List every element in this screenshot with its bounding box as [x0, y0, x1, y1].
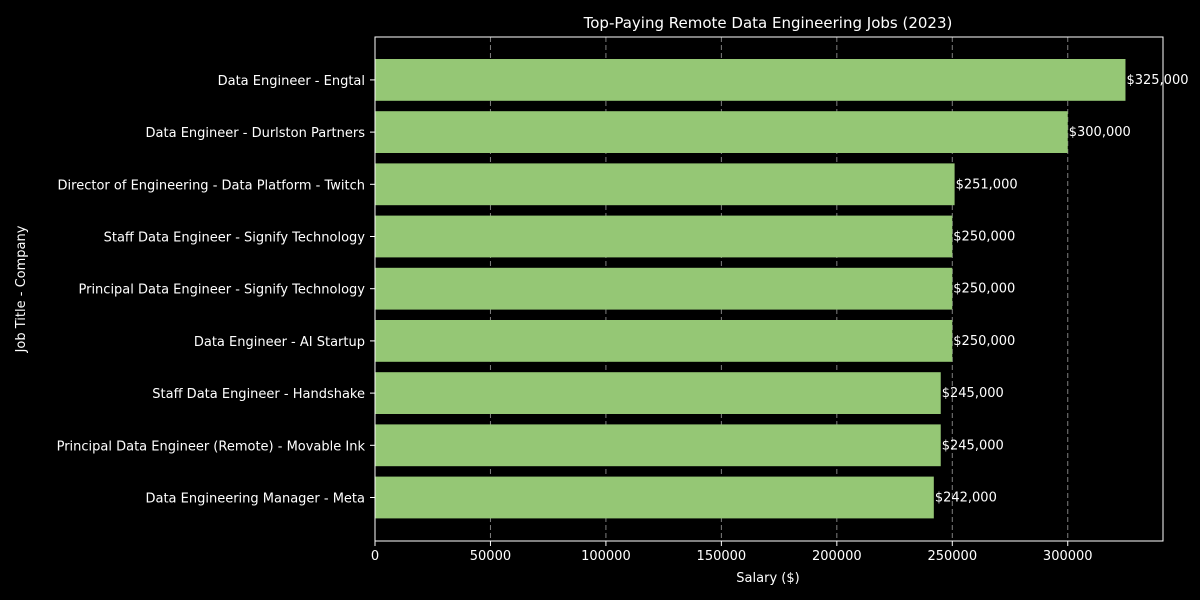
y-axis-label: Job Title - Company [14, 225, 29, 353]
y-tick-label-5: Data Engineer - AI Startup [194, 335, 365, 350]
y-axis-ticks: Data Engineer - Engtal Data Engineer - Du… [57, 74, 375, 507]
bar-3 [375, 215, 953, 258]
bar-4 [375, 267, 953, 310]
y-tick-label-1: Data Engineer - Durlston Partners [146, 126, 366, 141]
y-tick-label-0: Data Engineer - Engtal [218, 74, 365, 89]
value-label-1: $300,000 [1069, 125, 1131, 140]
x-tick-label-3: 150000 [697, 549, 747, 564]
value-label-3: $250,000 [953, 230, 1015, 245]
bar-8 [375, 476, 934, 519]
value-label-4: $250,000 [953, 282, 1015, 297]
y-tick-label-4: Principal Data Engineer - Signify Techno… [78, 283, 365, 298]
value-labels: $325,000 $300,000 $251,000 $250,000 $250,000… [935, 73, 1189, 506]
bars [375, 59, 1126, 519]
x-tick-label-0: 0 [371, 549, 379, 564]
x-axis-label: Salary ($) [736, 571, 799, 586]
value-label-2: $251,000 [956, 177, 1018, 192]
y-tick-label-3: Staff Data Engineer - Signify Technology [104, 231, 366, 246]
value-label-5: $250,000 [953, 334, 1015, 349]
chart-title: Top-Paying Remote Data Engineering Jobs … [583, 14, 953, 32]
x-tick-label-4: 200000 [812, 549, 862, 564]
bar-1 [375, 111, 1068, 153]
value-label-0: $325,000 [1126, 73, 1188, 88]
y-tick-label-7: Principal Data Engineer (Remote) - Movab… [57, 439, 366, 454]
x-tick-label-1: 50000 [470, 549, 511, 564]
bar-7 [375, 424, 941, 467]
bar-5 [375, 320, 953, 362]
value-label-8: $242,000 [935, 491, 997, 506]
x-tick-label-5: 250000 [927, 549, 977, 564]
bar-6 [375, 372, 941, 414]
y-tick-label-2: Director of Engineering - Data Platform … [58, 178, 365, 193]
x-axis-ticks: 0 50000 100000 150000 200000 250000 300000 [371, 541, 1093, 564]
value-label-6: $245,000 [942, 386, 1004, 401]
bar-2 [375, 163, 955, 206]
bar-0 [375, 59, 1126, 101]
value-label-7: $245,000 [942, 438, 1004, 453]
y-tick-label-8: Data Engineering Manager - Meta [145, 492, 365, 507]
y-tick-label-6: Staff Data Engineer - Handshake [152, 387, 365, 402]
x-tick-label-2: 100000 [581, 549, 631, 564]
x-tick-label-6: 300000 [1043, 549, 1093, 564]
